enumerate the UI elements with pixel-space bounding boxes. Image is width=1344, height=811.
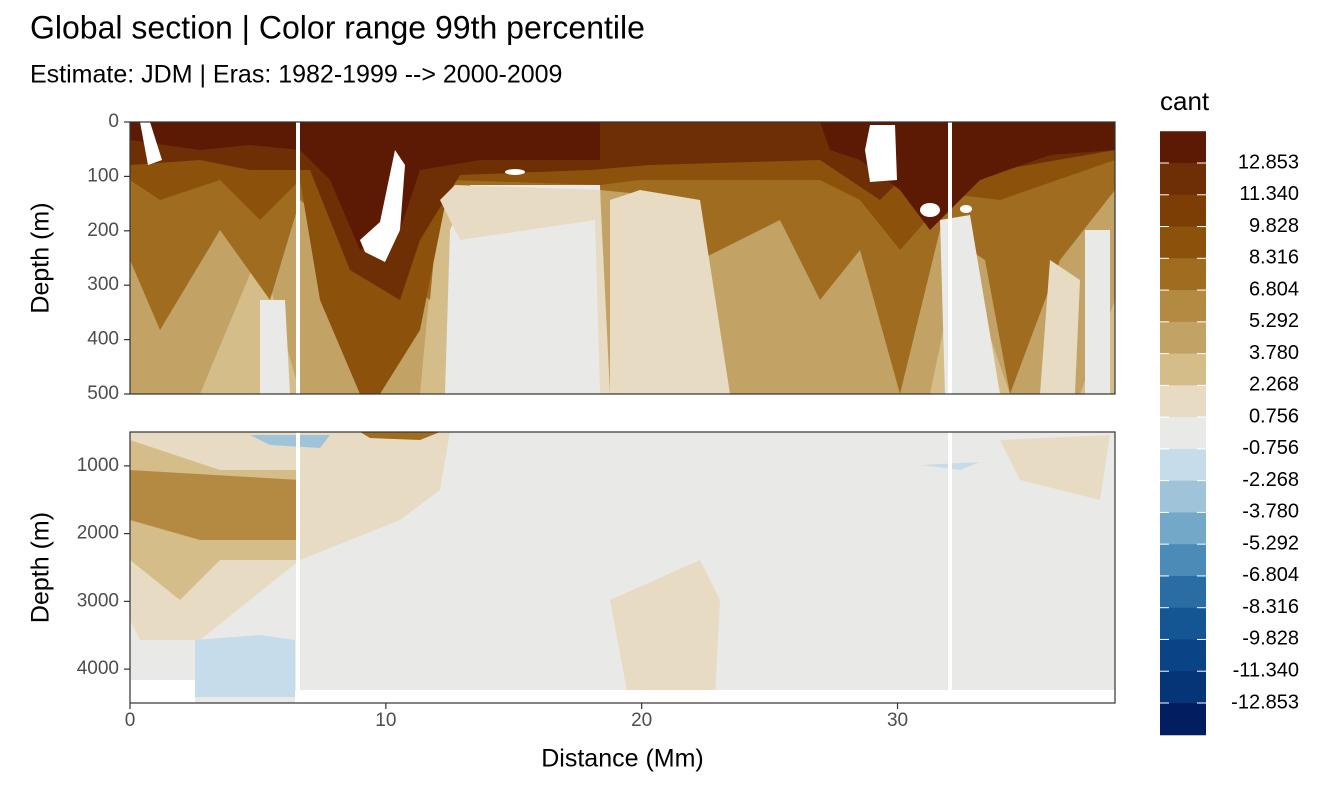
legend-color: [1160, 321, 1206, 355]
legend-color: [1160, 671, 1206, 704]
y-tick-label: 0: [108, 111, 119, 132]
chart-subtitle: Estimate: JDM | Eras: 1982-1999 --> 2000…: [30, 61, 562, 89]
legend-label: -0.756: [1242, 437, 1299, 459]
chart-title: Global section | Color range 99th percen…: [30, 9, 645, 45]
legend-label: -8.316: [1242, 596, 1299, 618]
legend-color: [1160, 353, 1206, 386]
y-tick-label: 200: [87, 220, 119, 241]
legend-color: [1160, 163, 1206, 196]
legend-title: cant: [1160, 86, 1210, 116]
y-axis-label: Depth (m): [27, 202, 55, 313]
legend-color: [1160, 639, 1206, 672]
legend-label: -6.804: [1242, 564, 1299, 586]
legend-color: [1160, 385, 1206, 418]
legend-label: 5.292: [1249, 310, 1299, 332]
legend-label: 0.756: [1249, 405, 1299, 427]
legend-color: [1160, 512, 1206, 545]
x-tick-label: 20: [631, 710, 652, 731]
legend-label: 9.828: [1249, 215, 1299, 237]
y-tick-label: 300: [87, 274, 119, 295]
legend-color: [1160, 480, 1206, 513]
legend-color: [1160, 607, 1206, 640]
legend-label: 2.268: [1249, 374, 1299, 396]
y-axis-label: Depth (m): [27, 512, 55, 623]
legend-label: -3.780: [1242, 501, 1299, 523]
panel-border: [129, 431, 1116, 704]
legend-label: -12.853: [1231, 691, 1299, 713]
y-tick-label: 2000: [77, 523, 119, 544]
y-tick-label: 100: [87, 165, 119, 186]
legend-color: [1160, 544, 1206, 577]
legend-color: [1160, 226, 1206, 259]
legend-color: [1160, 448, 1206, 482]
legend-color: [1160, 290, 1206, 323]
legend-color: [1160, 194, 1206, 228]
legend-label: 8.316: [1249, 247, 1299, 269]
legend-label: 12.853: [1238, 151, 1299, 173]
legend-color: [1160, 417, 1206, 450]
x-tick-label: 0: [125, 710, 136, 731]
y-tick-label: 4000: [77, 658, 119, 679]
contour-field: [130, 122, 1115, 703]
legend-color: [1160, 703, 1206, 736]
legend-color: [1160, 258, 1206, 291]
legend-label: 11.340: [1239, 183, 1299, 205]
y-tick-label: 1000: [77, 455, 119, 476]
y-tick-label: 400: [87, 329, 119, 350]
legend-label: -11.340: [1233, 659, 1299, 681]
x-tick-label: 30: [887, 710, 908, 731]
x-axis-label: Distance (Mm): [541, 745, 704, 773]
y-tick-label: 3000: [77, 590, 119, 611]
legend-label: 3.780: [1249, 342, 1299, 364]
y-tick-label: 500: [87, 383, 119, 404]
legend-color: [1160, 131, 1206, 164]
legend-label: -9.828: [1242, 628, 1299, 650]
legend-label: -5.292: [1242, 532, 1299, 554]
legend-label: -2.268: [1242, 469, 1299, 491]
panel-border: [129, 121, 1116, 395]
legend-color: [1160, 575, 1206, 609]
legend-label: 6.804: [1249, 278, 1299, 300]
x-tick-label: 10: [375, 710, 396, 731]
